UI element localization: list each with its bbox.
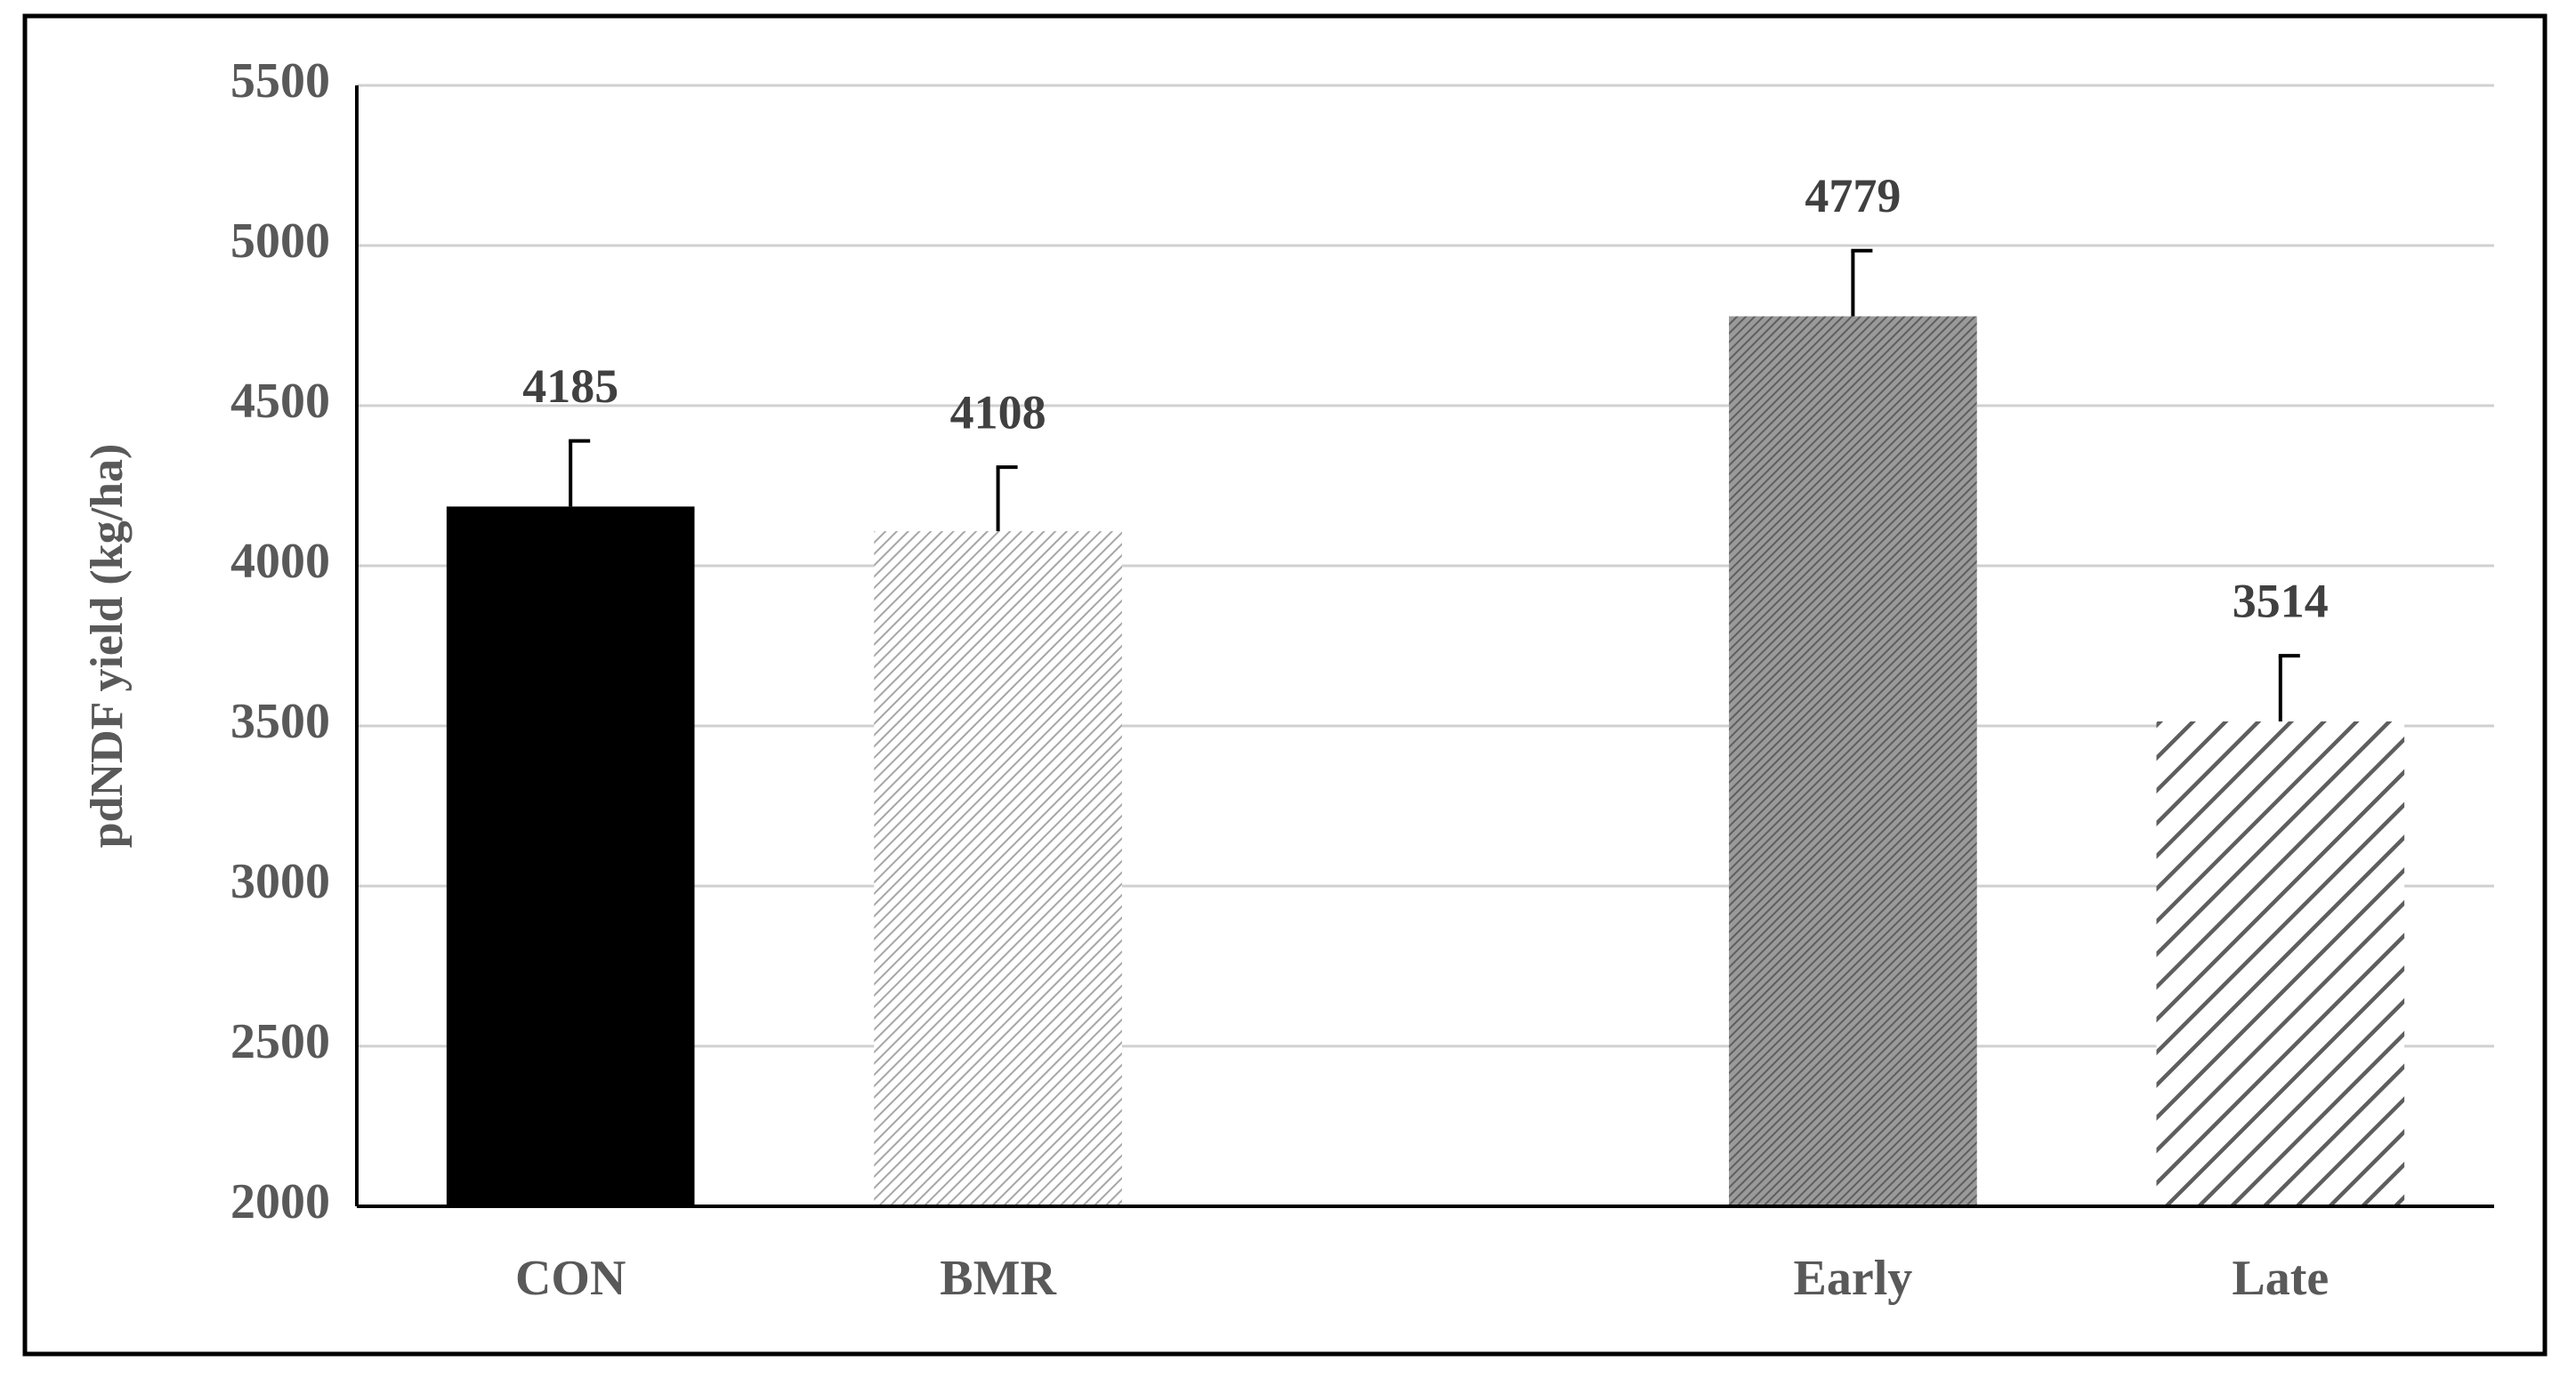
x-tick-label: CON — [515, 1251, 626, 1306]
bar — [2156, 721, 2405, 1206]
y-tick-label: 5000 — [230, 214, 330, 269]
chart-border — [22, 13, 2548, 1357]
x-tick-label: Late — [2232, 1251, 2329, 1306]
y-tick-label: 5500 — [230, 53, 330, 109]
y-tick-label: 2500 — [230, 1014, 330, 1069]
value-label: 4779 — [1805, 169, 1901, 222]
x-tick-label: Early — [1794, 1251, 1913, 1306]
error-bar — [1851, 248, 1873, 317]
y-tick-label: 3500 — [230, 694, 330, 749]
y-axis-title: pdNDF yield (kg/ha) — [82, 444, 133, 849]
bar — [446, 506, 695, 1206]
value-label: 4185 — [522, 359, 618, 413]
value-label: 3514 — [2233, 575, 2329, 628]
y-tick-label: 2000 — [230, 1174, 330, 1229]
bar — [874, 531, 1122, 1206]
error-bar — [996, 465, 1018, 532]
value-label: 4108 — [950, 386, 1046, 439]
y-tick-label: 4500 — [230, 374, 330, 429]
error-bar — [569, 439, 591, 507]
y-tick-label: 4000 — [230, 534, 330, 589]
x-tick-label: BMR — [940, 1251, 1056, 1306]
error-bar — [2278, 654, 2300, 721]
y-tick-label: 3000 — [230, 854, 330, 909]
bar — [1729, 316, 1977, 1206]
